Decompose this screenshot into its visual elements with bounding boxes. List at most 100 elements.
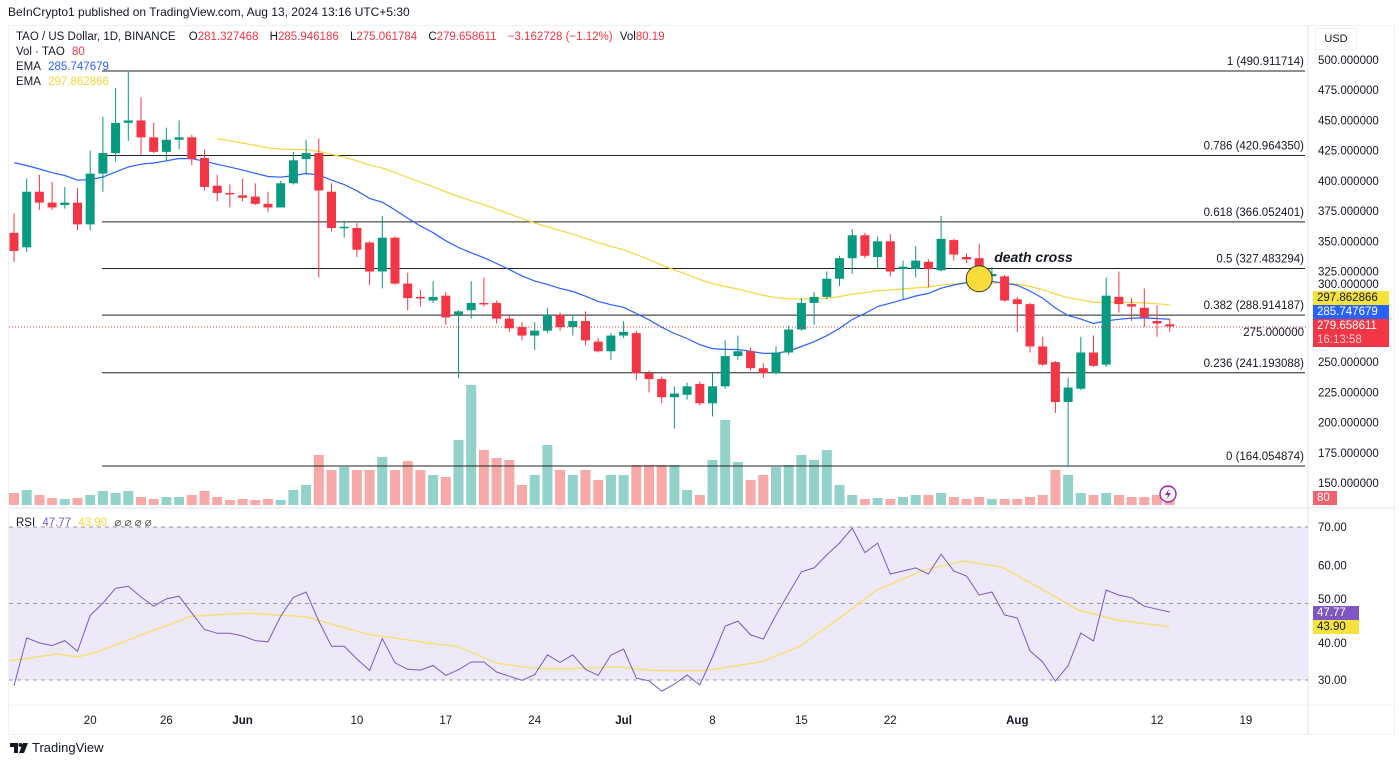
- candle: [73, 188, 82, 231]
- candle: [466, 281, 476, 319]
- volume-bar: [961, 499, 972, 505]
- volume-bar: [390, 470, 400, 505]
- volume-bar: [936, 493, 947, 505]
- candle-body: [428, 296, 438, 301]
- candle: [47, 182, 57, 210]
- candle-body: [441, 295, 451, 318]
- symbol-legend[interactable]: TAO / US Dollar, 1D, BINANCE O281.327468…: [16, 31, 673, 43]
- volume-bar: [466, 385, 477, 505]
- lightning-icon[interactable]: [1159, 485, 1177, 503]
- candle-body: [517, 327, 527, 336]
- date-tick-label: 12: [1151, 715, 1164, 727]
- candle: [555, 312, 565, 331]
- candle-body: [1025, 304, 1035, 347]
- candle: [923, 259, 933, 288]
- candle-body: [263, 203, 273, 208]
- vol-value: 80.19: [635, 31, 665, 43]
- volume-bar: [986, 499, 997, 505]
- candle-body: [593, 341, 603, 352]
- ema-slow-legend[interactable]: EMA 297.862866: [16, 76, 113, 88]
- candle-body: [936, 238, 946, 271]
- tradingview-logo[interactable]: TradingView: [10, 740, 104, 755]
- candle-body: [288, 160, 298, 184]
- volume-bar: [440, 477, 451, 505]
- volume-bar: [250, 500, 261, 505]
- volume-bar: [453, 440, 464, 505]
- volume-bar: [682, 490, 693, 505]
- candle-body: [708, 386, 717, 404]
- candle: [263, 191, 273, 213]
- candle-body: [301, 153, 311, 160]
- ema-fast-legend[interactable]: EMA 285.747679: [16, 61, 113, 73]
- volume-bar: [148, 499, 159, 505]
- volume-bar: [567, 475, 578, 505]
- candle-body: [1012, 299, 1022, 305]
- candle: [631, 330, 641, 381]
- candle-body: [835, 258, 844, 279]
- date-tick-label: 26: [160, 715, 173, 727]
- volume-bar: [186, 495, 197, 505]
- date-tick-label: 20: [84, 715, 97, 727]
- volume-bar: [275, 500, 286, 505]
- volume-bar: [1126, 497, 1137, 505]
- price-tick-label: 375.000000: [1318, 206, 1379, 218]
- candle-body: [631, 333, 641, 374]
- candle-body: [962, 257, 971, 260]
- candle-body: [123, 120, 133, 123]
- volume-bar: [288, 490, 299, 505]
- candle-body: [504, 318, 514, 329]
- candle-body: [34, 191, 44, 203]
- candle-body: [492, 302, 502, 319]
- candle: [1101, 277, 1111, 367]
- candle: [314, 138, 324, 278]
- candle: [301, 139, 311, 175]
- currency-selector[interactable]: USD: [1315, 28, 1357, 50]
- rsi-na-values: ⌀ ⌀ ⌀ ⌀: [114, 517, 152, 529]
- candle-body: [250, 196, 260, 204]
- candle-body: [619, 331, 629, 336]
- candle: [428, 281, 438, 303]
- volume-bar: [85, 495, 96, 505]
- candle: [9, 213, 19, 262]
- volume-bar: [783, 465, 794, 505]
- volume-indicator-label: Vol · TAO: [16, 46, 65, 58]
- candle: [1038, 336, 1048, 366]
- candle-body: [809, 296, 819, 303]
- rsi-tick-label: 60.00: [1318, 560, 1347, 572]
- fib-level-label: 0.618 (366.052401): [1204, 207, 1305, 219]
- price-tick-label: 500.000000: [1318, 55, 1379, 67]
- price-tick-label: 175.000000: [1318, 448, 1379, 460]
- candle-body: [365, 242, 375, 272]
- price-tick-label: 275.000000: [1243, 327, 1304, 339]
- published-info: BeInCrypto1 published on TradingView.com…: [8, 5, 410, 19]
- volume-bar: [555, 470, 566, 505]
- chart-frame: [8, 25, 1395, 735]
- low-value: 275.061784: [356, 31, 418, 43]
- candle-body: [403, 283, 413, 299]
- low-label: L: [349, 31, 357, 43]
- candle-body: [581, 321, 590, 341]
- candle-body: [174, 137, 184, 140]
- candle: [796, 298, 806, 331]
- candle-body: [212, 185, 222, 193]
- candle: [530, 322, 540, 351]
- candle-body: [352, 227, 362, 250]
- symbol-title: TAO / US Dollar, 1D, BINANCE: [16, 31, 176, 43]
- candle-body: [111, 122, 121, 154]
- candle: [441, 292, 451, 325]
- tradingview-logo-icon: [10, 742, 28, 753]
- candle: [1139, 288, 1149, 328]
- volume-bar: [605, 475, 616, 505]
- candle: [1114, 271, 1124, 313]
- volume-legend[interactable]: Vol · TAO 80: [16, 46, 89, 58]
- candle: [34, 174, 44, 210]
- candle-body: [542, 315, 552, 331]
- candle-body: [568, 321, 578, 328]
- price-tick-label: 225.000000: [1318, 387, 1379, 399]
- candle: [454, 310, 463, 378]
- candle-body: [161, 139, 171, 152]
- volume-bar: [301, 485, 312, 505]
- rsi-legend[interactable]: RSI 47.77 43.90 ⌀ ⌀ ⌀ ⌀: [16, 515, 156, 529]
- volume-bar: [9, 493, 19, 505]
